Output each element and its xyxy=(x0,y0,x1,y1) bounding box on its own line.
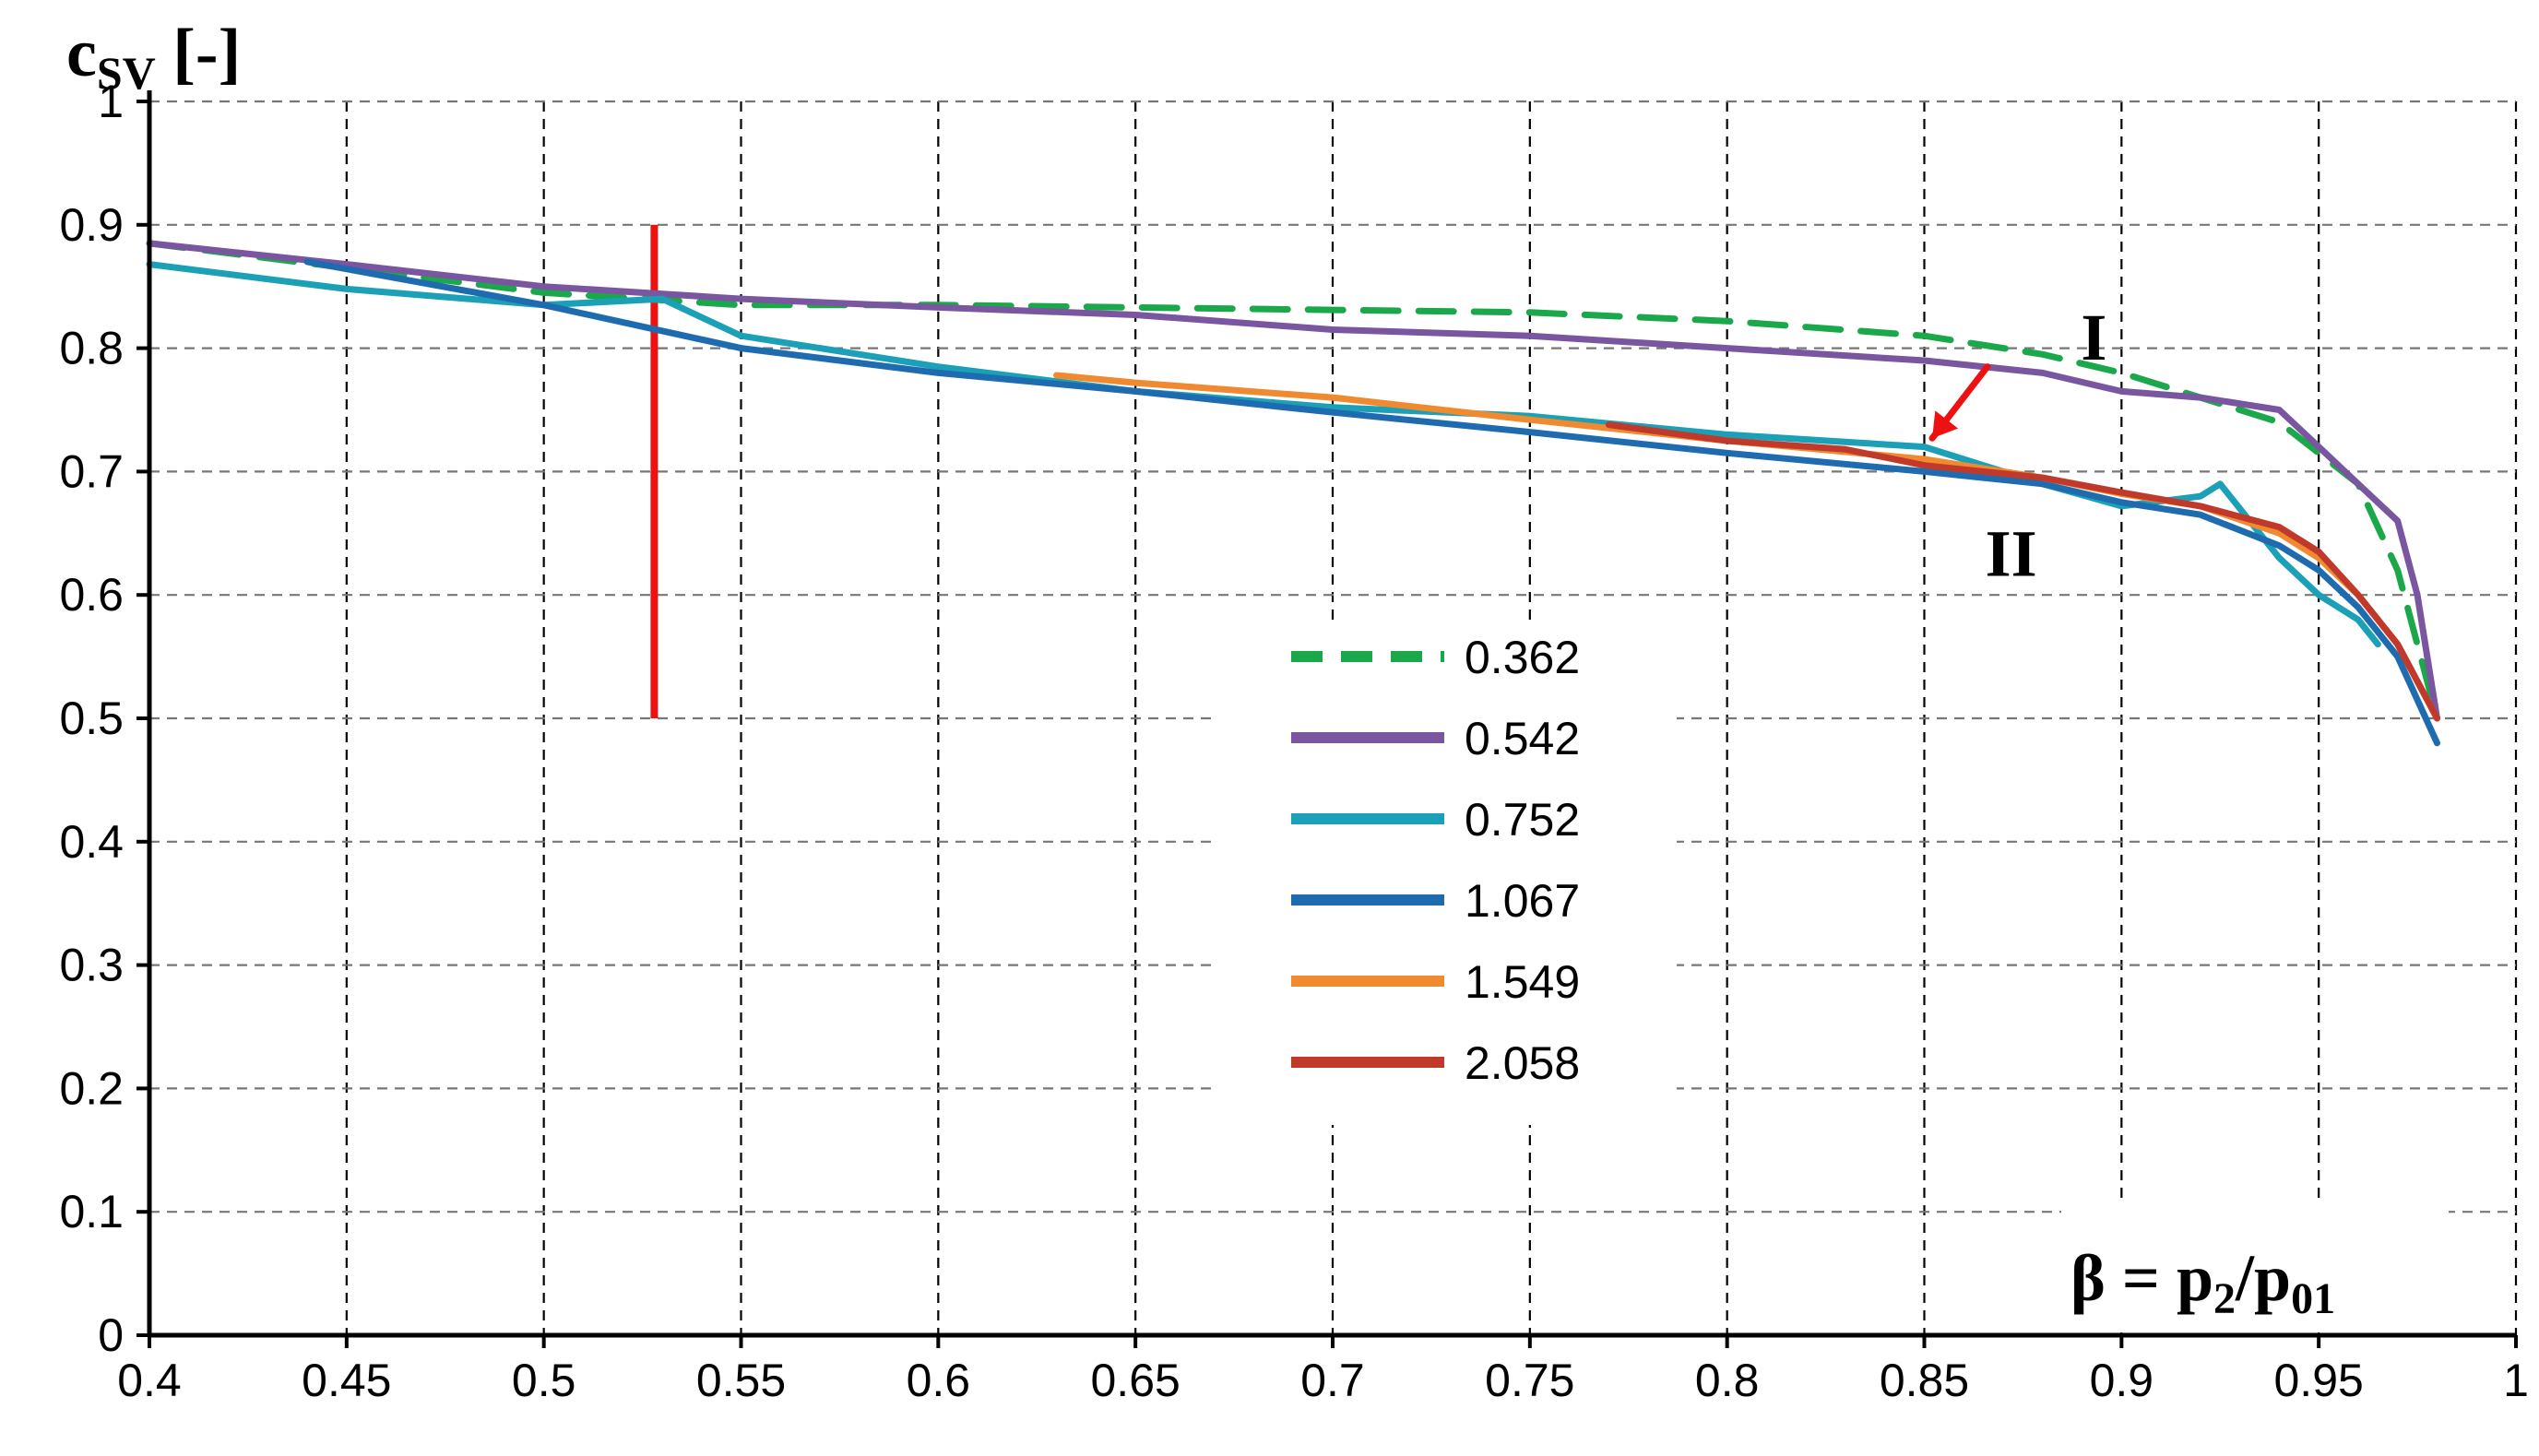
y-tick-label: 0.9 xyxy=(59,199,124,251)
legend-label-0.542: 0.542 xyxy=(1465,713,1580,764)
legend-label-0.362: 0.362 xyxy=(1465,632,1580,683)
legend-label-0.752: 0.752 xyxy=(1465,794,1580,846)
legend-label-1.549: 1.549 xyxy=(1465,956,1580,1008)
annotations: III xyxy=(1928,301,2106,590)
x-tick-label: 0.9 xyxy=(2090,1355,2154,1406)
x-tick-label: 0.65 xyxy=(1091,1355,1181,1406)
x-axis-title-background xyxy=(2061,1203,2449,1332)
x-axis-title-sub1: 2 xyxy=(2213,1274,2236,1323)
annotation-label-I: I xyxy=(2081,301,2106,374)
x-tick-label: 0.85 xyxy=(1880,1355,1969,1406)
x-tick-label: 0.6 xyxy=(907,1355,971,1406)
series-line-1.067 xyxy=(303,258,2440,747)
legend-background xyxy=(1216,620,1677,1125)
x-axis-title-slash: /p xyxy=(2235,1241,2291,1315)
arrow-head xyxy=(1932,410,1959,439)
legend: 0.362 0.542 0.752 1.067 1.549 2.058 xyxy=(1216,620,1677,1125)
legend-label-1.067: 1.067 xyxy=(1465,875,1580,927)
x-tick-label: 0.4 xyxy=(117,1355,182,1406)
annotation-label-II: II xyxy=(1986,516,2037,590)
y-tick-label: 0.6 xyxy=(59,569,124,621)
legend-label-2.058: 2.058 xyxy=(1465,1037,1580,1089)
y-axis-title-main: c xyxy=(66,16,97,91)
y-axis-title: cSV [-] xyxy=(66,16,241,99)
x-tick-label: 0.5 xyxy=(512,1355,576,1406)
series-line-0.542 xyxy=(146,240,2440,722)
x-axis-title-sub2: 01 xyxy=(2291,1274,2335,1323)
y-tick-label: 1 xyxy=(98,76,124,127)
x-tick-label: 0.7 xyxy=(1300,1355,1365,1406)
series-line-0.752 xyxy=(146,261,2381,648)
series-line-0.362 xyxy=(146,240,2440,722)
x-tick-label: 0.95 xyxy=(2274,1355,2364,1406)
series-line-2.058 xyxy=(1605,421,2440,722)
y-tick-label: 0.4 xyxy=(59,816,124,868)
y-tick-label: 0.3 xyxy=(59,940,124,991)
x-tick-label: 0.55 xyxy=(696,1355,786,1406)
axes xyxy=(136,90,2518,1348)
x-axis-title: β = p2/p01 xyxy=(2070,1241,2335,1323)
y-tick-label: 0.8 xyxy=(59,323,124,374)
x-tick-label: 0.8 xyxy=(1695,1355,1760,1406)
x-tick-label: 0.45 xyxy=(302,1355,391,1406)
y-tick-label: 0.7 xyxy=(59,445,124,497)
y-tick-label: 0.2 xyxy=(59,1062,124,1114)
series-layer xyxy=(146,240,2440,747)
y-tick-label: 0.1 xyxy=(59,1186,124,1237)
x-tick-label: 0.75 xyxy=(1485,1355,1574,1406)
y-axis-title-sub: SV xyxy=(97,47,156,99)
y-axis-title-unit: [-] xyxy=(156,16,241,91)
tick-labels: 0.4 0.45 0.5 0.55 0.6 0.65 0.7 0.75 0.8 0.85 0.9 0.… xyxy=(59,76,2528,1406)
y-tick-label: 0.5 xyxy=(59,692,124,744)
x-axis-title-main: β = p xyxy=(2070,1241,2213,1315)
y-tick-label: 0 xyxy=(98,1309,124,1361)
x-tick-label: 1 xyxy=(2503,1355,2529,1406)
